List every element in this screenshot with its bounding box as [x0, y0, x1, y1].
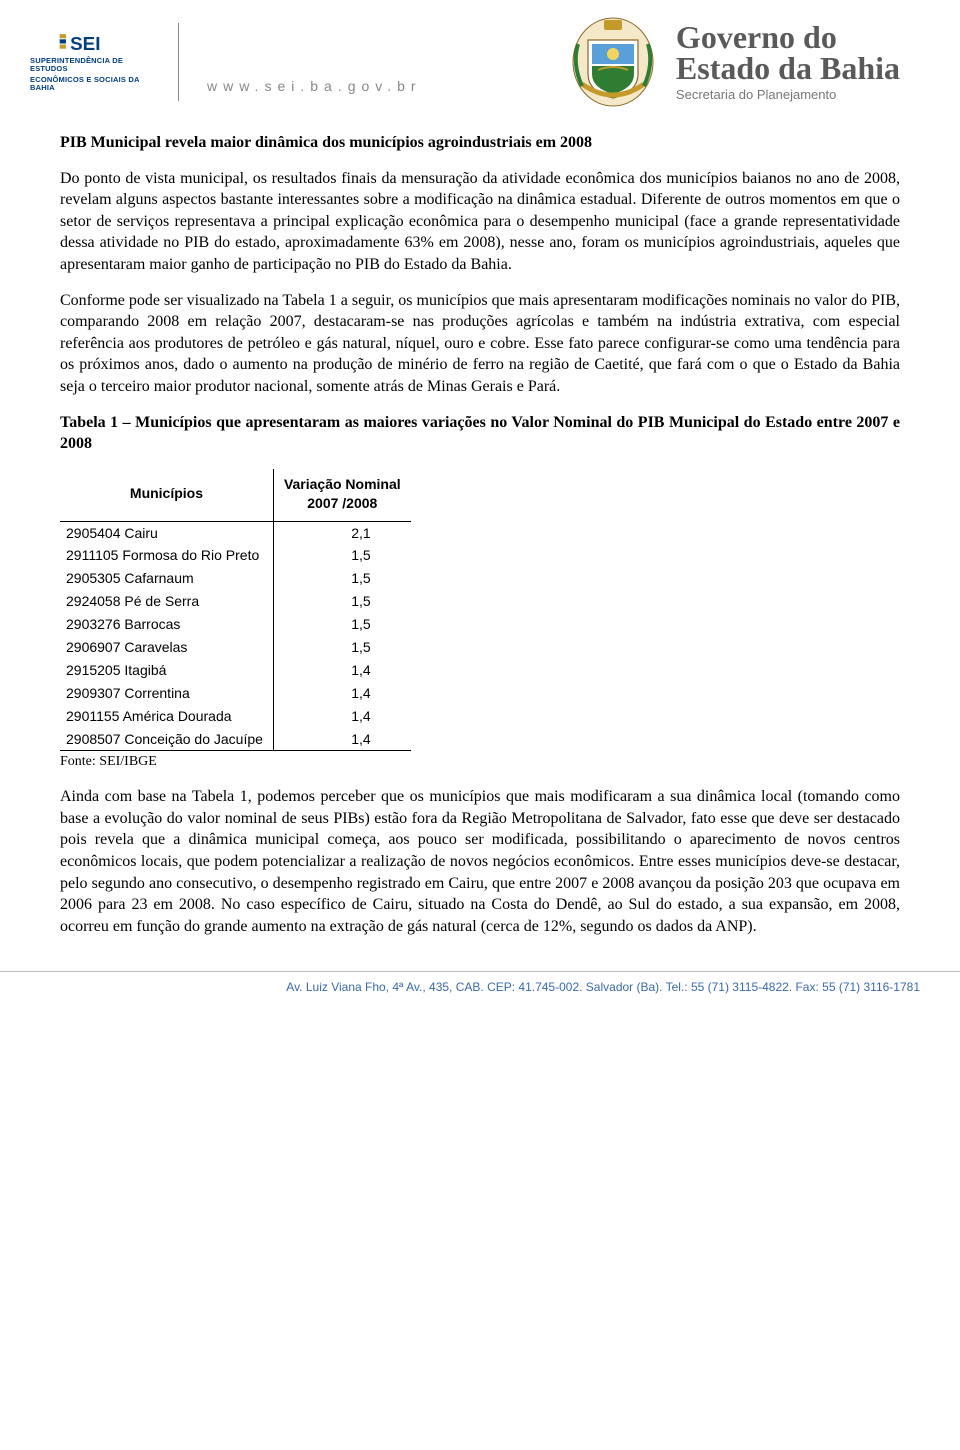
paragraph-3: Ainda com base na Tabela 1, podemos perc…	[60, 786, 900, 937]
table-row: 2905404 Cairu2,1	[60, 521, 411, 544]
table-header-variacao: Variação Nominal 2007 /2008	[273, 469, 410, 521]
table-row: 2911105 Formosa do Rio Preto1,5	[60, 544, 411, 567]
sei-logo-mark: SEI SUPERINTENDÊNCIA DE ESTUDOS ECONÔMIC…	[30, 32, 150, 92]
gov-title-line2: Estado da Bahia	[676, 53, 900, 83]
footer-address: Av. Luiz Viana Fho, 4ª Av., 435, CAB. CE…	[286, 980, 920, 994]
table-cell-municipio: 2908507 Conceição do Jacuípe	[60, 728, 273, 751]
table-row: 2901155 América Dourada1,4	[60, 705, 411, 728]
table-cell-municipio: 2911105 Formosa do Rio Preto	[60, 544, 273, 567]
sei-logo: SEI SUPERINTENDÊNCIA DE ESTUDOS ECONÔMIC…	[30, 32, 150, 92]
table-row: 2906907 Caravelas1,5	[60, 636, 411, 659]
page-footer: Av. Luiz Viana Fho, 4ª Av., 435, CAB. CE…	[0, 971, 960, 1004]
table-source: Fonte: SEI/IBGE	[60, 753, 900, 772]
table-row: 2903276 Barrocas1,5	[60, 613, 411, 636]
sei-subtitle-2: ECONÔMICOS E SOCIAIS DA BAHIA	[30, 76, 150, 93]
gov-subtitle: Secretaria do Planejamento	[676, 87, 900, 102]
table-cell-value: 1,5	[273, 613, 410, 636]
table-row: 2905305 Cafarnaum1,5	[60, 567, 411, 590]
table-cell-value: 1,5	[273, 567, 410, 590]
table-cell-value: 1,4	[273, 682, 410, 705]
site-url: www.sei.ba.gov.br	[207, 78, 422, 94]
table-cell-municipio: 2905305 Cafarnaum	[60, 567, 273, 590]
sei-logo-icon: SEI	[30, 32, 150, 55]
page-header: SEI SUPERINTENDÊNCIA DE ESTUDOS ECONÔMIC…	[0, 0, 960, 118]
table-cell-municipio: 2903276 Barrocas	[60, 613, 273, 636]
table-cell-value: 1,5	[273, 544, 410, 567]
table-header-municipios: Municípios	[60, 469, 273, 521]
table-row: 2909307 Correntina1,4	[60, 682, 411, 705]
paragraph-2: Conforme pode ser visualizado na Tabela …	[60, 290, 900, 398]
table-cell-value: 1,5	[273, 636, 410, 659]
gov-header-block: Governo do Estado da Bahia Secretaria do…	[676, 22, 900, 102]
table-cell-value: 2,1	[273, 521, 410, 544]
document-body: PIB Municipal revela maior dinâmica dos …	[0, 118, 960, 971]
paragraph-1: Do ponto de vista municipal, os resultad…	[60, 168, 900, 276]
sei-subtitle-1: SUPERINTENDÊNCIA DE ESTUDOS	[30, 57, 150, 74]
table-cell-value: 1,4	[273, 659, 410, 682]
table-cell-value: 1,5	[273, 590, 410, 613]
table-row: 2924058 Pé de Serra1,5	[60, 590, 411, 613]
svg-text:SEI: SEI	[70, 33, 100, 54]
table-cell-value: 1,4	[273, 728, 410, 751]
table-cell-municipio: 2901155 América Dourada	[60, 705, 273, 728]
bahia-coat-of-arms-icon	[568, 14, 658, 110]
table-cell-municipio: 2906907 Caravelas	[60, 636, 273, 659]
document-title: PIB Municipal revela maior dinâmica dos …	[60, 132, 900, 154]
table-cell-municipio: 2909307 Correntina	[60, 682, 273, 705]
table-row: 2908507 Conceição do Jacuípe1,4	[60, 728, 411, 751]
gov-title-line1: Governo do	[676, 22, 900, 52]
table-cell-municipio: 2905404 Cairu	[60, 521, 273, 544]
table-header-variacao-l2: 2007 /2008	[307, 495, 377, 511]
table-cell-municipio: 2924058 Pé de Serra	[60, 590, 273, 613]
table-header-variacao-l1: Variação Nominal	[284, 476, 401, 492]
table-caption: Tabela 1 – Municípios que apresentaram a…	[60, 412, 900, 455]
table-cell-value: 1,4	[273, 705, 410, 728]
table-row: 2915205 Itagibá1,4	[60, 659, 411, 682]
header-divider	[178, 23, 179, 101]
table-cell-municipio: 2915205 Itagibá	[60, 659, 273, 682]
variation-table: Municípios Variação Nominal 2007 /2008 2…	[60, 469, 411, 752]
